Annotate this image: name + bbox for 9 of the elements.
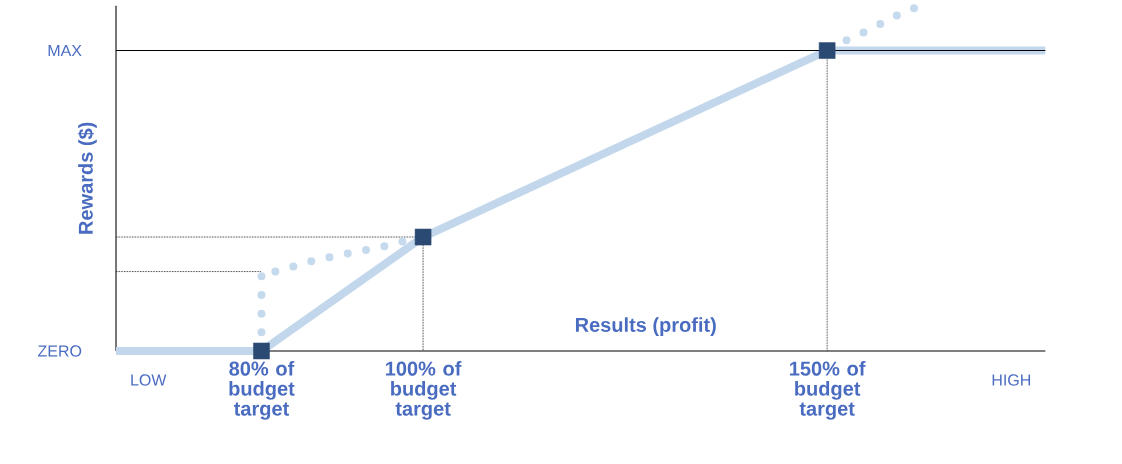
x-tick-label: 100% of budget target [386,361,462,420]
text: LOW [131,374,167,386]
x-tick-label: 150% of budget target [790,361,866,420]
x-axis-title: Results (profit) [575,317,716,336]
text: MAX [48,45,82,57]
x-tick-label: 80% of budget target [229,361,295,420]
text: HIGH [992,374,1031,386]
y-axis-title: Rewards ($) [77,122,97,234]
text: ZERO [38,345,82,357]
